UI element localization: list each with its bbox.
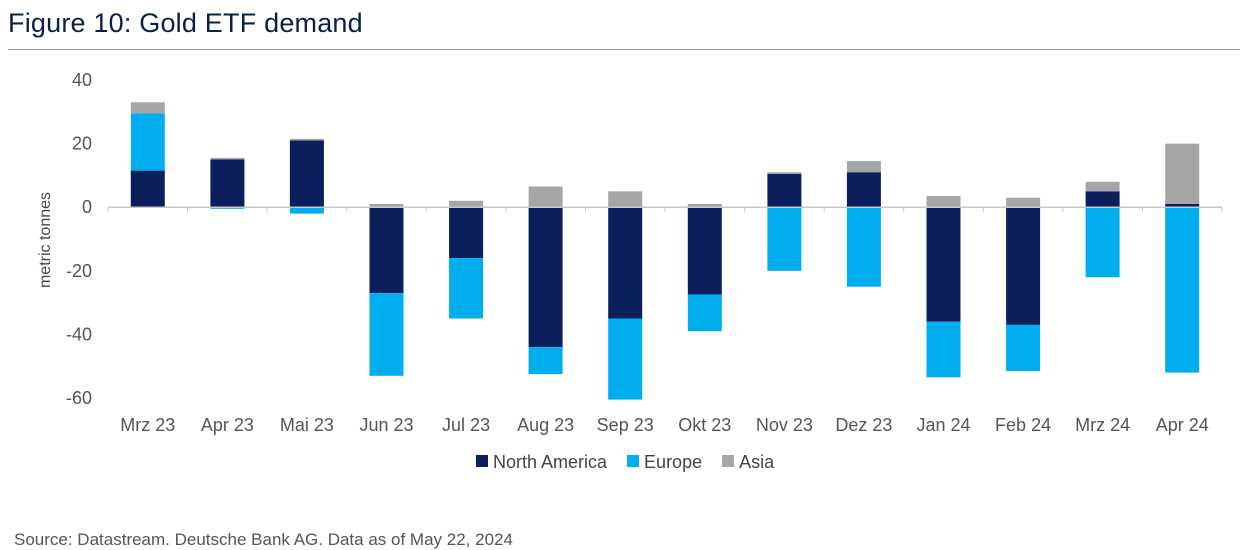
- bar-asia: [1006, 197, 1041, 208]
- bar-asia: [1165, 143, 1200, 204]
- bar-north-america: [926, 207, 961, 322]
- bar-asia: [528, 186, 563, 208]
- bar-asia: [846, 161, 881, 173]
- legend-label-asia: Asia: [739, 452, 775, 472]
- figure-title: Figure 10: Gold ETF demand: [8, 8, 363, 38]
- bar-europe: [289, 207, 324, 214]
- bar-north-america: [1165, 204, 1200, 208]
- bar-north-america: [449, 207, 484, 259]
- title-divider: [8, 49, 1240, 50]
- bar-north-america: [289, 140, 324, 208]
- x-tick-label: Nov 23: [756, 415, 813, 435]
- bar-asia: [369, 204, 404, 208]
- bar-asia: [1085, 181, 1120, 192]
- x-tick-label: Sep 23: [597, 415, 654, 435]
- bar-asia: [608, 191, 643, 208]
- bar-europe: [687, 294, 722, 332]
- legend-swatch-europe: [627, 455, 640, 467]
- legend-swatch-asia: [722, 455, 735, 467]
- x-tick-label: Aug 23: [517, 415, 574, 435]
- bar-asia: [130, 102, 165, 114]
- bar-europe: [846, 207, 881, 287]
- x-tick-label: Mrz 23: [120, 415, 175, 435]
- bar-north-america: [369, 207, 404, 294]
- bar-europe: [449, 258, 484, 319]
- bar-north-america: [210, 159, 245, 208]
- bar-asia: [687, 204, 722, 208]
- bar-europe: [1165, 207, 1200, 373]
- bar-europe: [608, 318, 643, 400]
- x-tick-label: Dez 23: [835, 415, 892, 435]
- y-axis-ticks: 40 20 0 -20 -40 -60: [66, 70, 92, 408]
- bar-north-america: [528, 207, 563, 348]
- bar-europe: [369, 293, 404, 376]
- bar-europe: [926, 321, 961, 378]
- x-tick-label: Mrz 24: [1075, 415, 1130, 435]
- bar-north-america: [1006, 207, 1041, 325]
- bar-europe: [1006, 324, 1041, 371]
- legend: North America Europe Asia: [476, 452, 775, 472]
- bar-north-america: [608, 207, 643, 319]
- x-tick-label: Apr 23: [201, 415, 254, 435]
- bar-europe: [528, 347, 563, 375]
- x-tick-label: Okt 23: [678, 415, 731, 435]
- legend-swatch-north-america: [476, 455, 488, 467]
- y-tick-label: 20: [72, 134, 92, 154]
- x-tick-label: Jul 23: [442, 415, 490, 435]
- x-tick-label: Jan 24: [916, 415, 970, 435]
- y-tick-label: 40: [72, 70, 92, 90]
- bar-asia: [289, 138, 324, 141]
- x-tick-label: Feb 24: [995, 415, 1051, 435]
- legend-label-europe: Europe: [644, 452, 702, 472]
- bar-asia: [449, 200, 484, 208]
- bar-europe: [767, 207, 802, 271]
- bars-group: [130, 102, 1200, 400]
- bar-asia: [926, 196, 961, 208]
- y-tick-label: -40: [66, 324, 92, 344]
- bar-north-america: [687, 207, 722, 295]
- y-tick-label: -20: [66, 261, 92, 281]
- x-axis-ticks: Mrz 23 Apr 23 Mai 23 Jun 23 Jul 23 Aug 23 Sep …: [120, 415, 1208, 435]
- y-axis-label: metric tonnes: [37, 192, 54, 288]
- bar-europe: [1085, 207, 1120, 278]
- bar-north-america: [846, 172, 881, 208]
- legend-label-north-america: North America: [493, 452, 608, 472]
- bar-north-america: [767, 173, 802, 208]
- bar-asia: [767, 172, 802, 174]
- x-tick-label: Apr 24: [1156, 415, 1209, 435]
- bar-north-america: [1085, 191, 1120, 208]
- x-tick-label: Mai 23: [280, 415, 334, 435]
- bar-asia: [210, 157, 245, 160]
- bar-north-america: [130, 170, 165, 208]
- bar-europe: [210, 207, 245, 209]
- y-tick-label: -60: [66, 388, 92, 408]
- y-tick-label: 0: [82, 197, 92, 217]
- bar-europe: [130, 113, 165, 171]
- x-tick-label: Jun 23: [359, 415, 413, 435]
- stacked-bar-chart: 40 20 0 -20 -40 -60 metric tonnes Mrz 23 Apr 2…: [37, 70, 1223, 472]
- source-note: Source: Datastream. Deutsche Bank AG. Da…: [14, 530, 513, 549]
